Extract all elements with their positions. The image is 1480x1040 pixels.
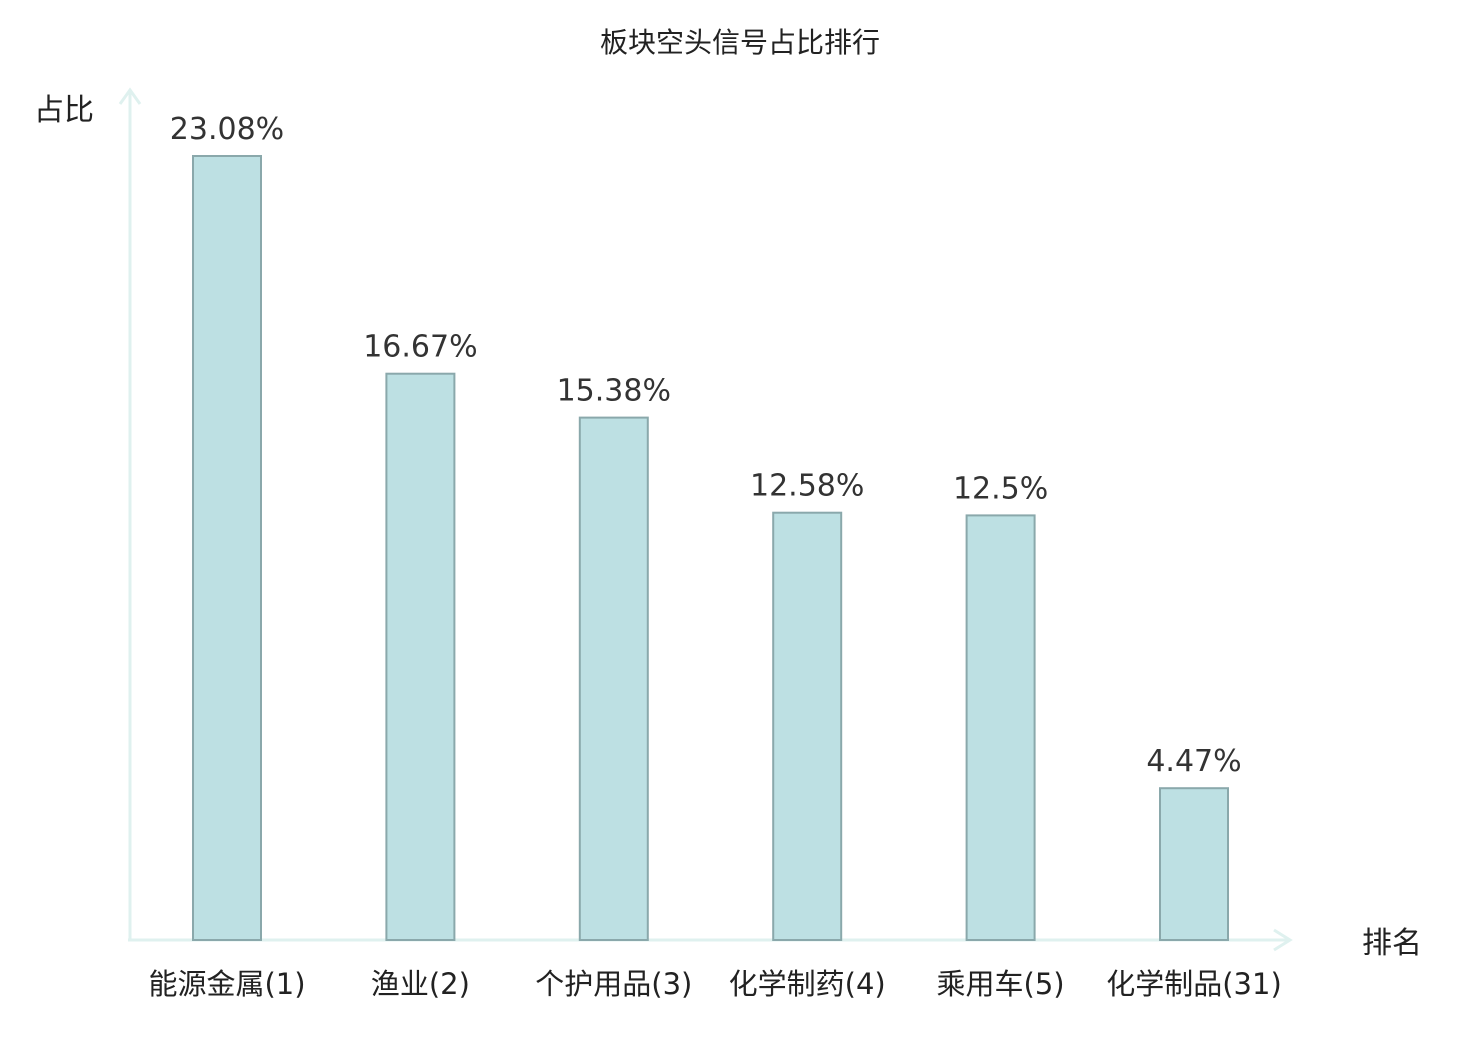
x-axis-arrow-icon — [1273, 928, 1293, 952]
category-label-2: 渔业(2) — [371, 967, 470, 1001]
value-label-5: 12.5% — [953, 471, 1048, 506]
x-axis-label: 排名 — [1362, 926, 1422, 961]
value-label-2: 16.67% — [363, 330, 477, 365]
value-label-1: 23.08% — [170, 112, 284, 147]
x-axis — [128, 928, 1293, 952]
bars-group — [192, 155, 1229, 942]
y-axis-label: 占比 — [34, 93, 94, 128]
category-labels-group: 能源金属(1) 渔业(2) 个护用品(3) 化学制药(4) 乘用车(5) 化学制品(31) — [148, 967, 1281, 1001]
category-label-5: 乘用车(5) — [937, 967, 1065, 1001]
bar-1 — [192, 155, 262, 941]
category-label-1: 能源金属(1) — [148, 967, 305, 1001]
value-label-6: 4.47% — [1146, 744, 1241, 779]
category-label-6: 化学制品(31) — [1106, 967, 1282, 1001]
value-label-3: 15.38% — [557, 374, 671, 409]
bar-3 — [578, 416, 649, 942]
bar-6 — [1159, 787, 1229, 942]
y-axis-arrow-icon — [118, 87, 142, 105]
category-label-3: 个护用品(3) — [535, 967, 692, 1001]
value-labels-group: 23.08% 16.67% 15.38% 12.58% 12.5% 4.47% — [170, 112, 1242, 779]
chart-title: 板块空头信号占比排行 — [600, 26, 880, 59]
value-label-4: 12.58% — [750, 469, 864, 504]
bar-5 — [965, 514, 1036, 942]
bar-4 — [772, 511, 843, 941]
bar-2 — [385, 372, 456, 941]
y-axis — [118, 87, 142, 940]
category-label-4: 化学制药(4) — [729, 967, 886, 1001]
